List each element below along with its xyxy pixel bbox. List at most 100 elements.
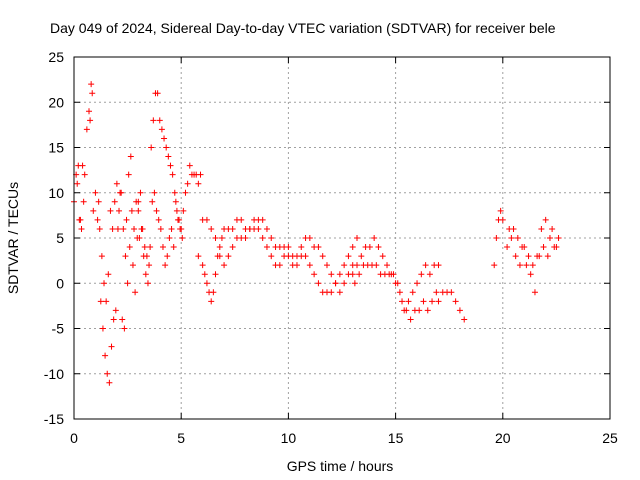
data-point bbox=[79, 162, 86, 169]
data-point bbox=[354, 235, 361, 241]
data-point bbox=[358, 253, 365, 260]
data-point bbox=[156, 117, 163, 124]
data-point bbox=[493, 235, 500, 241]
data-point bbox=[375, 244, 382, 251]
data-point bbox=[497, 207, 504, 214]
data-point bbox=[435, 298, 442, 305]
data-point bbox=[168, 225, 175, 232]
data-point bbox=[151, 189, 158, 196]
data-point bbox=[544, 253, 551, 260]
data-point bbox=[456, 307, 463, 314]
data-point bbox=[174, 216, 181, 223]
data-point bbox=[546, 235, 553, 241]
data-point bbox=[108, 343, 115, 350]
data-point bbox=[523, 262, 530, 269]
data-point bbox=[403, 307, 410, 314]
series-segment-3 bbox=[195, 216, 356, 305]
y-tick-label: 5 bbox=[56, 230, 64, 246]
data-point bbox=[102, 352, 109, 359]
data-point bbox=[420, 298, 427, 305]
x-tick-label: 20 bbox=[495, 430, 511, 446]
data-point bbox=[135, 198, 142, 205]
data-point bbox=[538, 225, 545, 232]
data-point bbox=[384, 262, 391, 269]
series-segment-2 bbox=[135, 90, 204, 269]
data-point bbox=[161, 135, 168, 142]
data-point bbox=[92, 189, 99, 196]
data-point bbox=[452, 298, 459, 305]
data-point bbox=[137, 189, 144, 196]
data-point bbox=[510, 225, 517, 232]
data-point bbox=[448, 289, 455, 296]
data-point bbox=[341, 280, 348, 287]
data-point bbox=[131, 225, 138, 232]
data-point bbox=[540, 244, 547, 251]
series-segment-4b bbox=[351, 262, 440, 323]
data-point bbox=[366, 244, 373, 251]
data-point bbox=[129, 262, 136, 269]
data-point bbox=[74, 180, 81, 187]
data-point bbox=[263, 225, 270, 232]
data-point bbox=[238, 216, 245, 223]
data-point bbox=[195, 180, 202, 187]
data-point bbox=[349, 271, 356, 278]
data-point bbox=[216, 253, 223, 260]
data-point bbox=[225, 253, 232, 260]
data-point bbox=[159, 244, 166, 251]
data-point bbox=[426, 271, 433, 278]
data-point bbox=[298, 244, 305, 251]
data-point bbox=[553, 244, 560, 251]
data-point bbox=[390, 271, 397, 278]
data-point bbox=[315, 244, 322, 251]
data-point bbox=[504, 244, 511, 251]
x-tick-label: 25 bbox=[602, 430, 618, 446]
data-point bbox=[197, 171, 204, 178]
data-point bbox=[399, 298, 406, 305]
x-tick-label: 10 bbox=[281, 430, 297, 446]
data-point bbox=[203, 216, 210, 223]
data-point bbox=[319, 253, 326, 260]
data-point bbox=[177, 225, 184, 232]
data-point bbox=[154, 90, 161, 97]
data-point bbox=[180, 207, 187, 214]
x-axis-label: GPS time / hours bbox=[287, 458, 394, 474]
data-point bbox=[141, 244, 148, 251]
data-point bbox=[166, 235, 173, 241]
series-segment-7 bbox=[504, 216, 562, 269]
data-point bbox=[203, 280, 210, 287]
data-point bbox=[259, 216, 266, 223]
data-point bbox=[120, 225, 127, 232]
data-point bbox=[122, 253, 129, 260]
data-point bbox=[371, 235, 378, 241]
data-point bbox=[499, 216, 506, 223]
data-point bbox=[105, 271, 112, 278]
series-segment-7b bbox=[506, 225, 560, 296]
data-point bbox=[81, 171, 88, 178]
series-segment-4 bbox=[349, 235, 442, 314]
y-tick-label: 20 bbox=[48, 94, 64, 110]
data-point bbox=[394, 280, 401, 287]
data-point bbox=[311, 271, 318, 278]
data-point bbox=[356, 271, 363, 278]
data-point bbox=[87, 117, 94, 124]
data-point bbox=[373, 262, 380, 269]
data-point bbox=[138, 225, 145, 232]
data-point bbox=[113, 180, 120, 187]
data-point bbox=[328, 271, 335, 278]
data-point bbox=[135, 207, 142, 214]
data-point bbox=[549, 225, 556, 232]
data-point bbox=[106, 379, 113, 386]
data-point bbox=[128, 207, 135, 214]
data-point bbox=[153, 207, 160, 214]
data-point bbox=[336, 289, 343, 296]
x-tick-labels: 0 5 10 15 20 25 bbox=[70, 430, 618, 446]
data-point bbox=[155, 216, 162, 223]
data-point bbox=[268, 235, 275, 241]
data-point bbox=[409, 289, 416, 296]
data-point bbox=[208, 298, 215, 305]
data-point bbox=[127, 153, 134, 160]
data-point bbox=[119, 316, 126, 323]
data-point bbox=[414, 280, 421, 287]
data-point bbox=[306, 262, 313, 269]
data-point bbox=[527, 271, 534, 278]
